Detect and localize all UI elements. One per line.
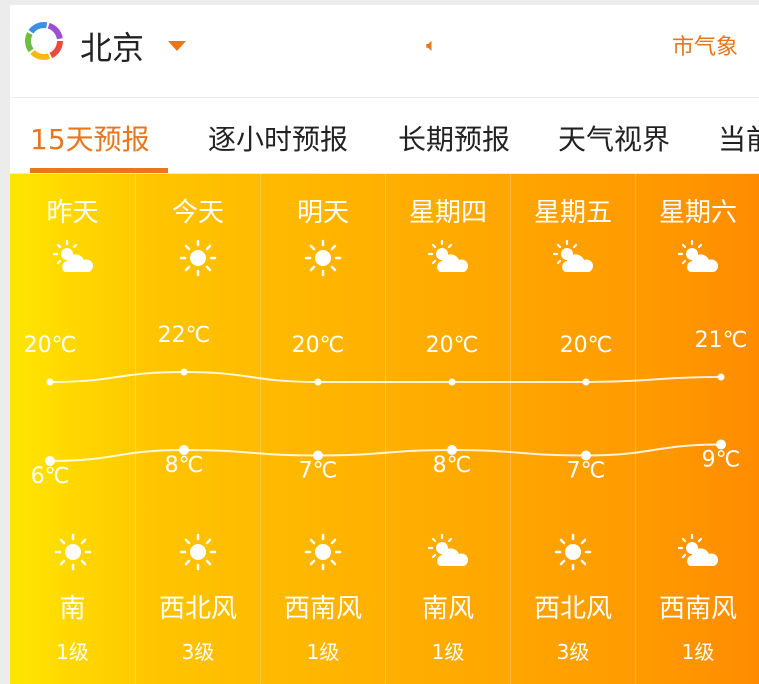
day-name: 昨天	[46, 198, 99, 228]
wind-direction: 西北风	[158, 594, 237, 624]
day-column[interactable]: 明天 西南风 1级	[260, 174, 385, 684]
day-column[interactable]: 今天 西北风 3级	[135, 174, 260, 684]
partly-cloudy-icon	[636, 532, 759, 572]
active-tab-indicator	[30, 168, 168, 173]
day-name: 今天	[171, 198, 224, 228]
day-column[interactable]: 星期四 南风 1级	[385, 174, 510, 684]
tab-hourly[interactable]: 逐小时预报	[208, 123, 349, 156]
wind-direction: 西南风	[658, 594, 737, 624]
agency-link[interactable]: 市气象	[672, 35, 739, 60]
wind-level: 1级	[681, 640, 715, 664]
day-name: 星期五	[533, 198, 612, 228]
partly-cloudy-icon	[10, 238, 135, 278]
wind-direction: 南风	[421, 594, 474, 624]
partly-cloudy-icon	[386, 238, 510, 278]
sunny-icon	[261, 238, 385, 278]
partly-cloudy-icon	[386, 532, 510, 572]
day-name: 星期六	[658, 198, 737, 228]
sunny-icon	[136, 238, 260, 278]
sunny-icon	[10, 532, 135, 572]
speaker-icon[interactable]: 🔈︎	[426, 35, 437, 56]
city-name[interactable]: 北京	[80, 29, 145, 67]
partly-cloudy-icon	[511, 238, 635, 278]
wind-level: 1级	[56, 640, 89, 664]
wind-direction: 南	[59, 594, 86, 624]
wind-level: 3级	[556, 640, 590, 664]
tab-longterm[interactable]: 长期预报	[398, 123, 511, 156]
tab-bar: 15天预报 逐小时预报 长期预报 天气视界 当前	[10, 98, 759, 173]
wind-level: 1级	[431, 640, 465, 664]
tab-weather-view[interactable]: 天气视界	[558, 123, 671, 156]
header: 北京 🔈︎ 市气象	[10, 5, 759, 97]
wind-direction: 西北风	[533, 594, 612, 624]
tab-15day[interactable]: 15天预报	[30, 123, 150, 156]
forecast-panel: 昨天 南 1级 今天 西北风 3级 明天 西南风 1级 星期四 南风 1级 星期五 西北…	[10, 174, 759, 684]
city-dropdown-icon[interactable]	[168, 41, 186, 51]
wind-level: 3级	[181, 640, 215, 664]
day-column[interactable]: 星期六 西南风 1级	[635, 174, 759, 684]
wind-direction: 西南风	[283, 594, 362, 624]
logo-icon	[25, 22, 63, 60]
day-name: 明天	[296, 198, 349, 228]
day-column[interactable]: 昨天 南 1级	[10, 174, 135, 684]
day-name: 星期四	[408, 198, 487, 228]
day-column[interactable]: 星期五 西北风 3级	[510, 174, 635, 684]
sunny-icon	[261, 532, 385, 572]
partly-cloudy-icon	[636, 238, 759, 278]
wind-level: 1级	[306, 640, 340, 664]
tab-current[interactable]: 当前	[718, 123, 759, 156]
sunny-icon	[136, 532, 260, 572]
sunny-icon	[511, 532, 635, 572]
